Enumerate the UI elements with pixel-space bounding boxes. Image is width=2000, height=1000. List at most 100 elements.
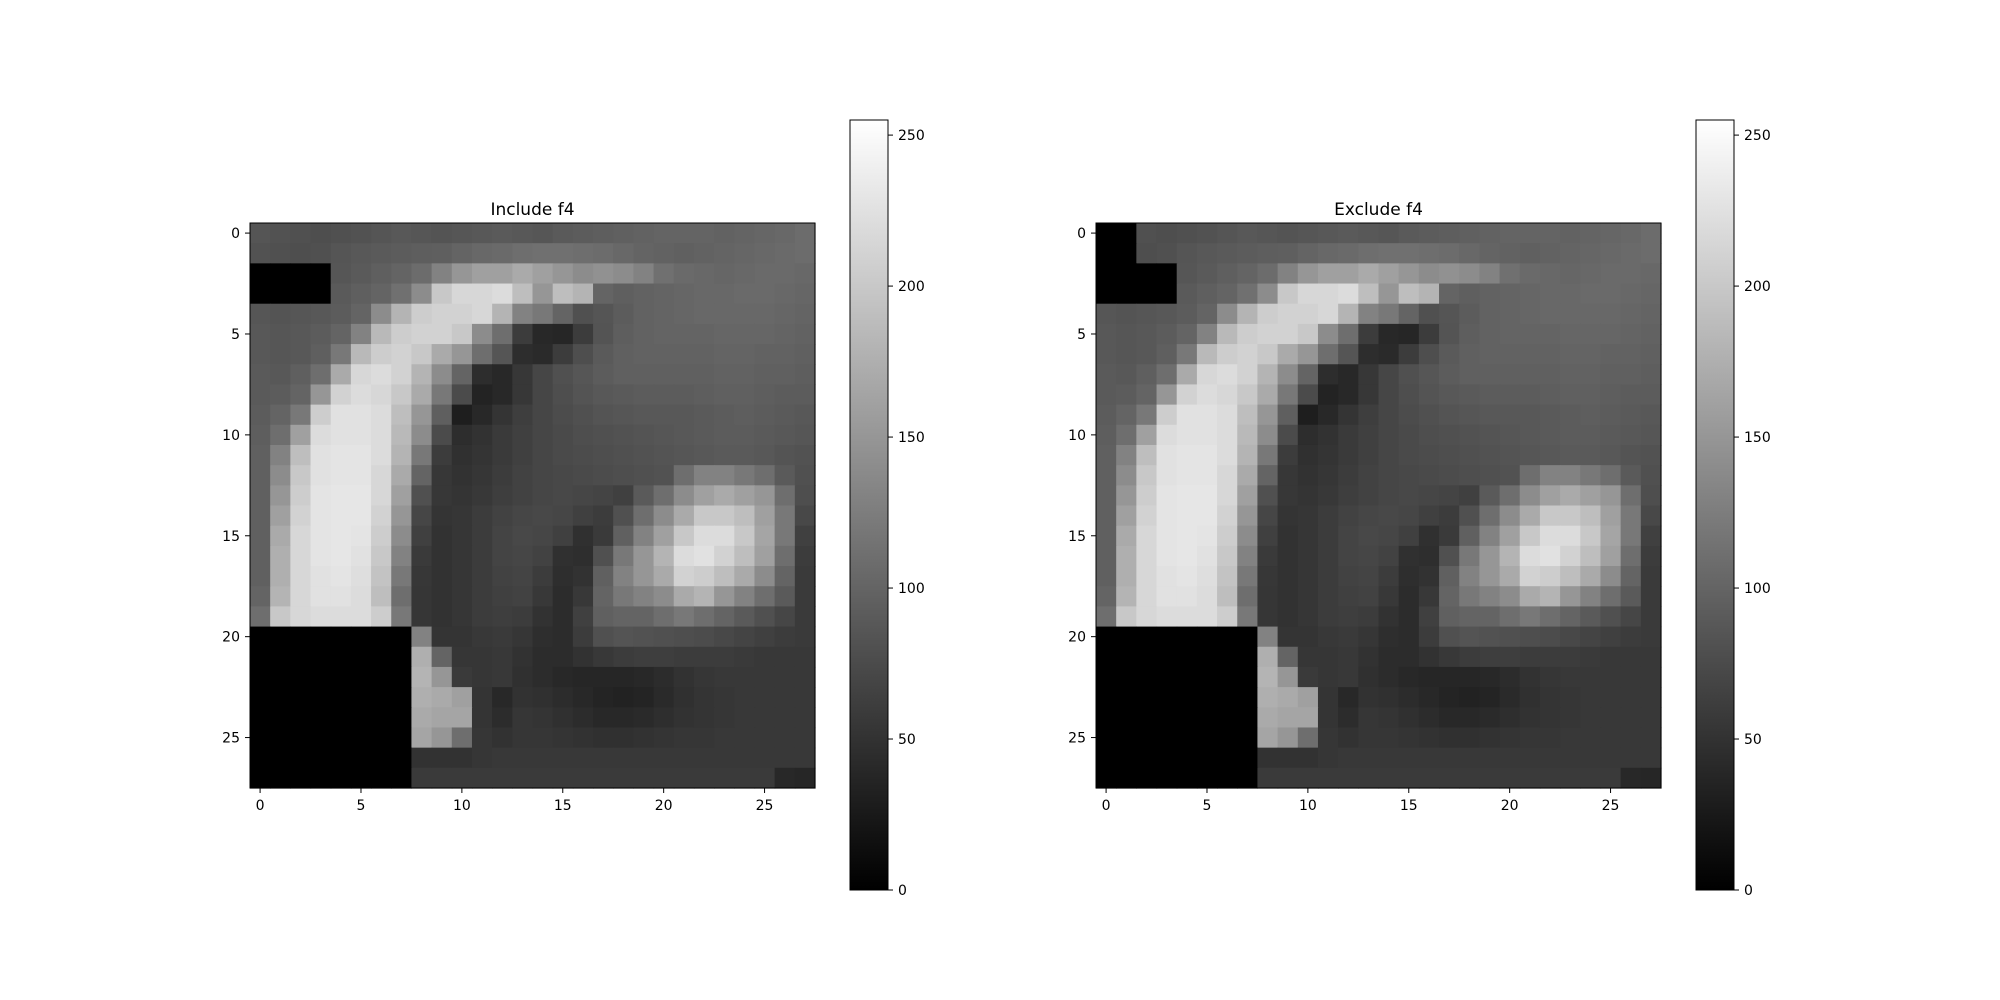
heatmap-cell: [1277, 424, 1299, 446]
heatmap-cell: [613, 606, 634, 628]
heatmap-cell: [471, 303, 493, 325]
heatmap-cell: [1237, 223, 1259, 244]
heatmap-cell: [1398, 364, 1420, 386]
heatmap-cell: [1297, 505, 1319, 527]
heatmap-cell: [1580, 223, 1602, 244]
heatmap-cell: [512, 465, 534, 486]
heatmap-cell: [1116, 767, 1137, 789]
heatmap-cell: [1116, 566, 1137, 587]
heatmap-cell: [250, 727, 271, 749]
heatmap-cell: [1136, 303, 1158, 325]
heatmap-cell: [1439, 465, 1460, 486]
heatmap-cell: [1519, 566, 1541, 587]
heatmap-cell: [411, 283, 433, 305]
heatmap-cell: [512, 323, 534, 345]
heatmap-cell: [1358, 384, 1380, 406]
heatmap-cell: [734, 283, 756, 305]
heatmap-cell: [391, 727, 413, 749]
heatmap-cell: [613, 364, 634, 386]
heatmap-cell: [451, 263, 473, 285]
heatmap-cell: [1196, 243, 1218, 264]
heatmap-cell: [330, 404, 352, 426]
heatmap-cell: [1459, 465, 1480, 486]
heatmap-cell: [512, 545, 534, 567]
heatmap-cell: [1358, 767, 1380, 789]
heatmap-cell: [1378, 344, 1400, 365]
heatmap-cell: [1257, 384, 1279, 406]
heatmap-cell: [1196, 586, 1218, 607]
heatmap-cell: [1257, 344, 1279, 365]
heatmap-cell: [633, 404, 655, 426]
heatmap-cell: [391, 747, 413, 769]
heatmap-cell: [471, 586, 493, 607]
heatmap-cell: [1539, 364, 1561, 386]
heatmap-cell: [1237, 707, 1259, 729]
heatmap-cell: [1418, 364, 1440, 386]
heatmap-cell: [1418, 646, 1440, 668]
heatmap-cell: [734, 707, 756, 729]
heatmap-cell: [633, 223, 655, 244]
heatmap-cell: [754, 646, 776, 668]
heatmap-cell: [1096, 566, 1117, 587]
heatmap-cell: [471, 263, 493, 285]
heatmap-cell: [673, 646, 695, 668]
heatmap-cell: [1519, 263, 1541, 285]
heatmap-cell: [613, 727, 634, 749]
heatmap-cell: [330, 505, 352, 527]
heatmap-cell: [411, 666, 433, 688]
heatmap-cell: [310, 243, 332, 264]
heatmap-cell: [673, 727, 695, 749]
heatmap-cell: [411, 364, 433, 386]
heatmap-cell: [431, 586, 453, 607]
heatmap-cell: [1257, 465, 1279, 486]
heatmap-cell: [693, 646, 715, 668]
heatmap-cell: [593, 767, 614, 789]
heatmap-cell: [1560, 505, 1581, 527]
heatmap-cell: [572, 323, 594, 345]
heatmap-cell: [1580, 586, 1602, 607]
heatmap-cell: [1459, 525, 1480, 547]
heatmap-cell: [572, 566, 594, 587]
heatmap-cell: [653, 727, 675, 749]
heatmap-cell: [1136, 606, 1158, 628]
heatmap-cell: [1237, 586, 1259, 607]
colorbar-tick-label: 0: [1744, 883, 1753, 899]
heatmap-cell: [270, 323, 291, 345]
heatmap-cell: [754, 303, 776, 325]
heatmap-cell: [1600, 424, 1622, 446]
heatmap-cell: [1600, 606, 1622, 628]
heatmap-cell: [1156, 525, 1178, 547]
heatmap-cell: [633, 747, 655, 769]
heatmap-cell: [290, 727, 312, 749]
heatmap-cell: [593, 505, 614, 527]
heatmap-cell: [411, 566, 433, 587]
heatmap-cell: [270, 505, 291, 527]
heatmap-cell: [1358, 525, 1380, 547]
heatmap-cell: [1096, 727, 1117, 749]
heatmap-cell: [1418, 444, 1440, 466]
heatmap-cell: [633, 666, 655, 688]
heatmap-cell: [1277, 707, 1299, 729]
heatmap-cell: [1600, 727, 1622, 749]
heatmap-cell: [794, 384, 816, 406]
heatmap-cell: [431, 707, 453, 729]
heatmap-cell: [1378, 243, 1400, 264]
heatmap-cell: [1217, 364, 1238, 386]
heatmap-cell: [1640, 747, 1662, 769]
heatmap-cell: [673, 566, 695, 587]
heatmap-cell: [1539, 727, 1561, 749]
heatmap-cell: [794, 243, 816, 264]
heatmap-cell: [1459, 687, 1480, 708]
heatmap-cell: [1217, 646, 1238, 668]
heatmap-cell: [1297, 323, 1319, 345]
heatmap-cell: [350, 485, 372, 507]
heatmap-cell: [1217, 384, 1238, 406]
heatmap-cell: [492, 303, 513, 325]
heatmap-cell: [794, 767, 816, 789]
heatmap-cell: [451, 404, 473, 426]
heatmap-cell: [270, 223, 291, 244]
heatmap-cell: [552, 323, 574, 345]
heatmap-cell: [492, 566, 513, 587]
heatmap-cell: [1459, 323, 1480, 345]
heatmap-cell: [1560, 243, 1581, 264]
